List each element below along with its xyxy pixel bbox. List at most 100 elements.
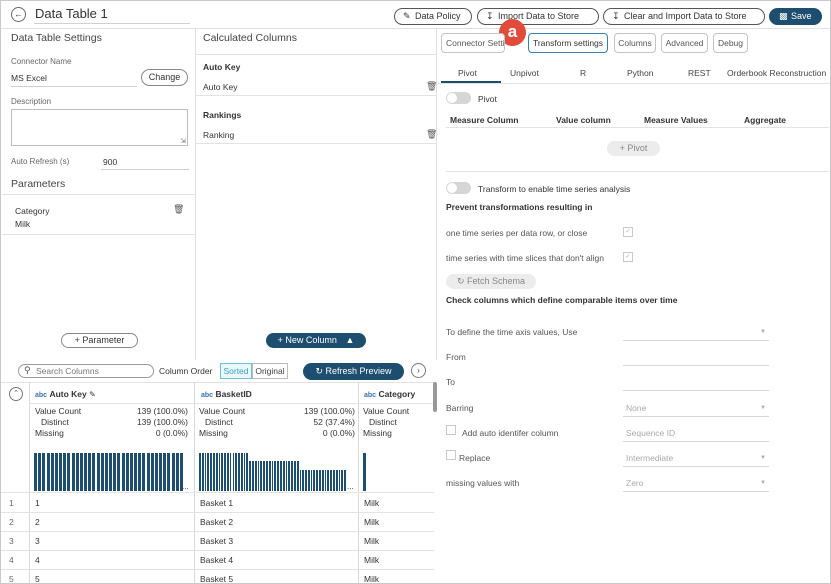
barring-value[interactable]: None — [626, 403, 647, 413]
auto-id-input[interactable]: Sequence ID — [626, 428, 676, 438]
subtab-orderbook[interactable]: Orderbook Reconstruction — [727, 68, 827, 78]
auto-refresh-value[interactable]: 900 — [103, 157, 118, 167]
histogram-bar — [321, 470, 324, 491]
row-number: 2 — [9, 517, 14, 527]
subtab-pivot[interactable]: Pivot — [458, 68, 477, 78]
stat-label: Value Count — [35, 406, 82, 416]
histogram-bar — [154, 453, 158, 491]
column-header-category[interactable]: abc Category — [364, 389, 415, 399]
pivot-header-aggregate: Aggregate — [744, 115, 787, 125]
histogram-bar — [125, 453, 129, 491]
histogram-bar — [109, 453, 113, 491]
column-header-auto-key[interactable]: abc Auto Key ✎ — [35, 389, 96, 399]
stat-label: Distinct — [205, 417, 233, 427]
collapse-chevron-up-icon[interactable]: ⌃ — [9, 387, 23, 401]
from-input[interactable] — [623, 365, 769, 366]
histogram-bar — [330, 470, 333, 491]
missing-values-chevron-down-icon[interactable]: ▼ — [760, 480, 766, 486]
add-pivot-label: Pivot — [627, 143, 648, 153]
barring-dropdown[interactable] — [623, 416, 769, 417]
search-columns-input[interactable]: ⚲ Search Columns — [18, 364, 154, 378]
histogram-bar — [271, 461, 274, 491]
auto-id-checkbox[interactable] — [446, 425, 456, 435]
data-policy-button[interactable]: ✎ Data Policy — [394, 8, 472, 25]
delete-parameter-trash-icon[interactable]: 🗑 — [173, 204, 185, 214]
barring-chevron-down-icon[interactable]: ▼ — [760, 405, 766, 411]
row-number: 5 — [9, 574, 14, 584]
tab-transform-settings[interactable]: Transform settings — [528, 33, 608, 53]
tab-connector-settings[interactable]: Connector Settings — [441, 33, 505, 53]
histogram-bar — [50, 453, 54, 491]
caret-up-icon: ▲ — [345, 335, 355, 345]
histogram-bar — [226, 453, 229, 491]
prevent-item-1-checkbox[interactable]: ✓ — [623, 227, 633, 237]
replace-checkbox[interactable] — [446, 450, 456, 460]
histogram-bar — [296, 461, 299, 491]
calc-item-auto-key[interactable]: Auto Key — [203, 82, 238, 92]
table-cell: Milk — [364, 517, 380, 527]
original-toggle[interactable]: Original — [252, 363, 288, 379]
time-series-toggle[interactable] — [446, 182, 471, 194]
stat-label: Value Count — [199, 406, 246, 416]
subtab-rest[interactable]: REST — [688, 68, 711, 78]
plus-icon: + — [277, 335, 286, 345]
delete-ranking-trash-icon[interactable]: 🗑 — [426, 129, 438, 139]
import-data-button[interactable]: ↧ Import Data to Store — [477, 8, 599, 25]
add-parameter-button[interactable]: + Parameter — [61, 333, 138, 348]
auto-refresh-underline — [101, 169, 189, 170]
parameter-name[interactable]: Category — [15, 206, 50, 216]
to-input[interactable] — [623, 390, 769, 391]
column-header-basketid[interactable]: abc BasketID — [201, 389, 252, 399]
histogram-bar — [229, 453, 232, 491]
row-number: 1 — [9, 498, 14, 508]
calc-item-ranking[interactable]: Ranking — [203, 130, 235, 140]
clear-import-button[interactable]: ↧ Clear and Import Data to Store — [603, 8, 765, 25]
subtab-unpivot[interactable]: Unpivot — [510, 68, 539, 78]
stat-label: Missing — [35, 428, 64, 438]
sorted-toggle[interactable]: Sorted — [220, 363, 252, 379]
data-table-settings-panel: Data Table Settings Connector Name MS Ex… — [1, 29, 196, 360]
page-title[interactable]: Data Table 1 — [35, 6, 108, 21]
refresh-preview-button[interactable]: ↻ Refresh Preview — [303, 363, 404, 380]
prevent-item-2-checkbox[interactable]: ✓ — [623, 252, 633, 262]
replace-dropdown[interactable] — [623, 466, 769, 467]
chevron-right-icon[interactable]: › — [411, 363, 426, 378]
time-axis-chevron-down-icon[interactable]: ▼ — [760, 329, 766, 335]
tab-columns[interactable]: Columns — [614, 33, 656, 53]
new-column-button[interactable]: + New Column ▲ — [266, 333, 366, 348]
pencil-icon[interactable]: ✎ — [89, 390, 96, 399]
histogram-bar — [333, 470, 335, 491]
histogram-bar — [84, 453, 88, 491]
histogram-bar — [218, 453, 221, 491]
delete-auto-key-trash-icon[interactable]: 🗑 — [426, 81, 438, 91]
histogram-bar — [142, 453, 146, 491]
histogram-bar — [179, 453, 183, 491]
add-pivot-button[interactable]: + Pivot — [607, 141, 660, 156]
replace-value[interactable]: Intermediate — [626, 453, 674, 463]
connector-underline — [11, 86, 137, 87]
subtab-r[interactable]: R — [580, 68, 587, 78]
histogram-bar — [363, 453, 366, 491]
missing-values-dropdown[interactable] — [623, 491, 769, 492]
histogram-bar — [249, 461, 252, 491]
histogram-bar — [92, 453, 96, 491]
replace-chevron-down-icon[interactable]: ▼ — [760, 455, 766, 461]
tab-debug[interactable]: Debug — [713, 33, 748, 53]
save-button[interactable]: ▩ Save — [769, 8, 822, 25]
group-title-rankings: Rankings — [203, 110, 242, 120]
fetch-schema-button[interactable]: ↻ Fetch Schema — [446, 274, 536, 289]
calc-divider-2 — [196, 95, 436, 96]
grid-scrollbar[interactable] — [433, 382, 437, 412]
histogram-bar — [279, 461, 282, 491]
clear-import-label: Clear and Import Data to Store — [624, 11, 747, 21]
time-axis-dropdown[interactable] — [623, 340, 769, 341]
pivot-toggle[interactable] — [446, 92, 471, 104]
description-textarea[interactable]: ⇲ — [11, 109, 188, 146]
tab-advanced[interactable]: Advanced — [661, 33, 708, 53]
change-connector-button[interactable]: Change — [141, 69, 188, 86]
back-arrow-icon[interactable]: ← — [11, 7, 26, 22]
column-name: Auto Key — [49, 389, 87, 399]
histogram-bar — [121, 453, 125, 491]
subtab-python[interactable]: Python — [627, 68, 654, 78]
missing-values-value[interactable]: Zero — [626, 478, 644, 488]
